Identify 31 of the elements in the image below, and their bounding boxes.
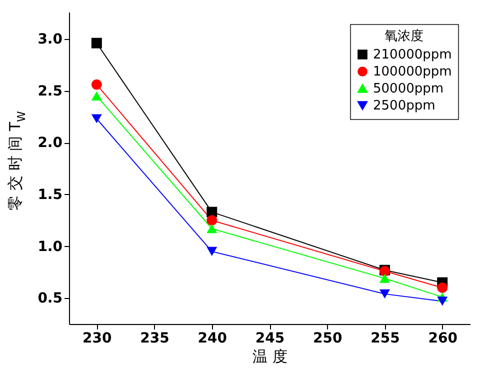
x-tick-label: 260: [428, 330, 458, 346]
y-tick-label: 2.5: [38, 83, 62, 100]
y-tick-label: 1.5: [38, 186, 62, 203]
x-tick-label: 250: [313, 330, 342, 346]
point: [379, 289, 390, 298]
x-tick-label: 245: [255, 330, 285, 346]
point: [91, 79, 102, 90]
point: [206, 224, 218, 234]
point: [91, 114, 102, 124]
y-tick-label: 3.0: [38, 31, 63, 48]
legend-title: 氧浓度: [384, 28, 424, 44]
legend-label: 50000ppm: [373, 82, 444, 96]
y-tick-label: 0.5: [38, 290, 62, 307]
point: [91, 91, 102, 100]
point: [379, 274, 390, 283]
legend-label: 210000ppm: [373, 48, 452, 62]
x-tick-label: 255: [370, 330, 400, 346]
point: [91, 38, 102, 48]
point: [206, 246, 218, 256]
point: [437, 282, 448, 293]
y-tick-label: 1.0: [38, 238, 63, 255]
point: [437, 296, 448, 306]
x-axis-title: 温 度: [252, 348, 288, 366]
y-tick-label: 2.0: [38, 135, 63, 152]
legend-label: 100000ppm: [373, 64, 452, 80]
point: [206, 215, 218, 226]
x-tick-label: 240: [198, 330, 228, 346]
x-tick-label: 235: [140, 330, 170, 346]
x-tick-label: 230: [82, 330, 112, 346]
y-axis-title: 零 交 时 间 TW: [6, 111, 28, 210]
legend-label: 2500ppm: [373, 98, 436, 114]
